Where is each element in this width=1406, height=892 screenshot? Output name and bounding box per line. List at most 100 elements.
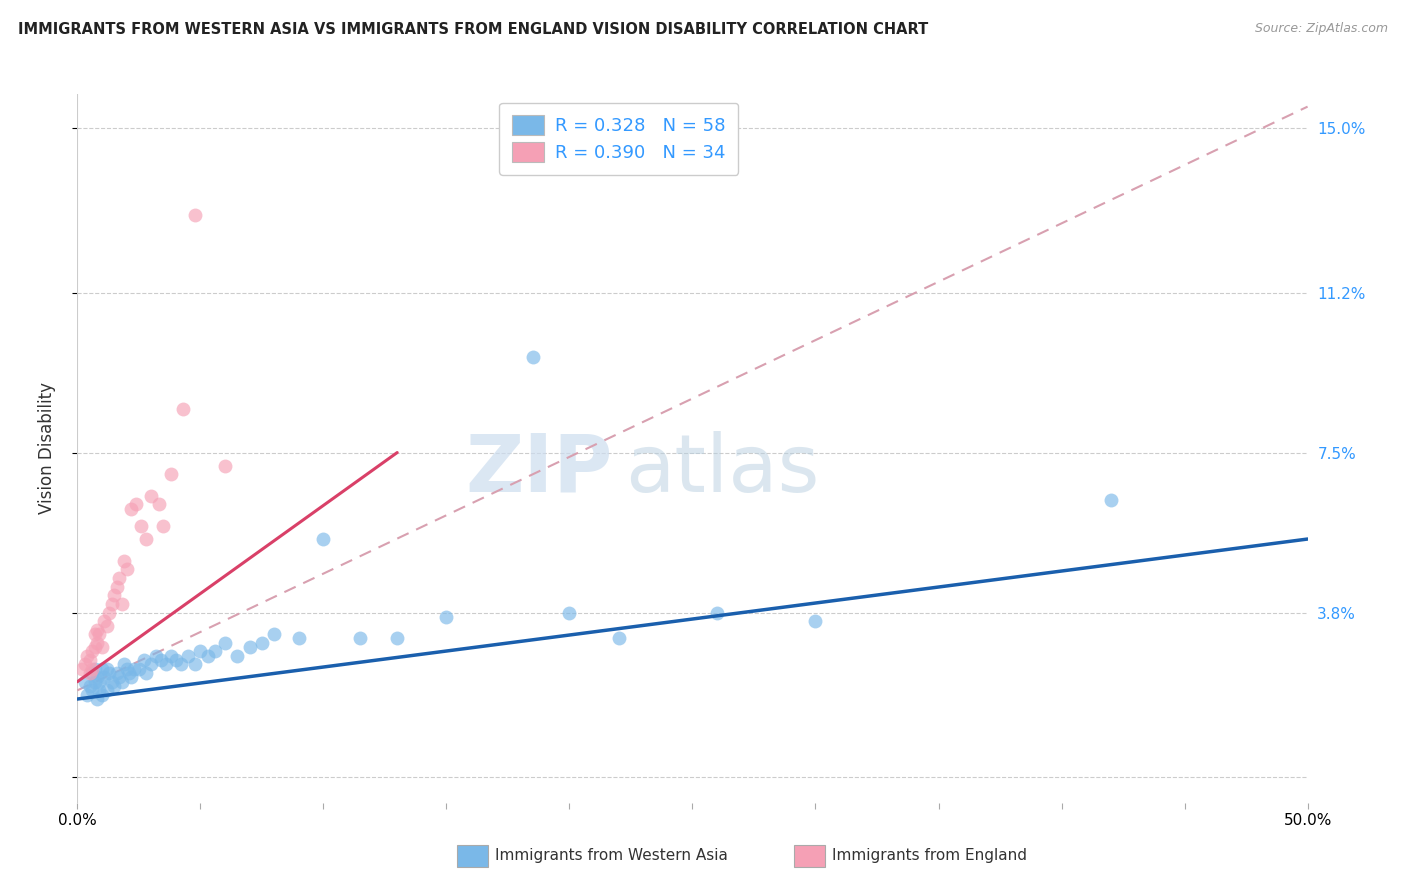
Point — [160, 648, 183, 663]
Point — [82, 666, 104, 681]
Point — [152, 519, 174, 533]
Legend: R = 0.328   N = 58, R = 0.390   N = 34: R = 0.328 N = 58, R = 0.390 N = 34 — [499, 103, 738, 175]
Point — [82, 662, 104, 676]
Point — [312, 532, 335, 546]
Text: Immigrants from Western Asia: Immigrants from Western Asia — [495, 848, 728, 863]
Point — [226, 648, 249, 663]
Point — [83, 640, 105, 654]
Point — [96, 618, 118, 632]
Point — [118, 666, 141, 681]
Point — [141, 489, 163, 503]
Point — [103, 679, 125, 693]
Point — [115, 662, 138, 676]
Point — [160, 467, 183, 482]
Point — [288, 632, 311, 646]
Text: atlas: atlas — [624, 431, 820, 508]
Point — [86, 692, 108, 706]
Point — [148, 498, 170, 512]
Point — [93, 670, 115, 684]
Point — [239, 640, 262, 654]
Point — [79, 666, 101, 681]
Point — [190, 644, 212, 658]
Text: Source: ZipAtlas.com: Source: ZipAtlas.com — [1254, 22, 1388, 36]
Point — [122, 662, 145, 676]
Point — [135, 532, 157, 546]
Point — [90, 640, 114, 654]
Point — [89, 683, 111, 698]
Point — [131, 519, 153, 533]
Point — [145, 648, 167, 663]
Text: IMMIGRANTS FROM WESTERN ASIA VS IMMIGRANTS FROM ENGLAND VISION DISABILITY CORREL: IMMIGRANTS FROM WESTERN ASIA VS IMMIGRAN… — [18, 22, 928, 37]
Point — [86, 623, 108, 637]
Point — [98, 606, 121, 620]
Point — [522, 351, 544, 365]
Point — [214, 636, 236, 650]
Point — [214, 458, 236, 473]
Point — [125, 498, 148, 512]
Point — [172, 402, 194, 417]
Point — [89, 627, 111, 641]
Point — [150, 653, 173, 667]
Point — [349, 632, 371, 646]
Point — [90, 688, 114, 702]
Point — [128, 662, 150, 676]
Point — [121, 501, 143, 516]
Point — [155, 657, 177, 672]
Point — [89, 674, 111, 689]
Y-axis label: Vision Disability: Vision Disability — [38, 383, 56, 514]
Point — [105, 580, 128, 594]
Point — [86, 670, 108, 684]
Point — [177, 648, 200, 663]
Point — [73, 674, 96, 689]
Point — [111, 674, 132, 689]
Point — [73, 657, 96, 672]
Point — [82, 644, 104, 658]
Point — [98, 666, 121, 681]
Point — [112, 554, 135, 568]
Point — [387, 632, 409, 646]
Text: Immigrants from England: Immigrants from England — [832, 848, 1028, 863]
Point — [86, 636, 108, 650]
Point — [101, 674, 124, 689]
Point — [79, 679, 101, 693]
Point — [111, 597, 132, 611]
Point — [79, 653, 101, 667]
Point — [108, 571, 131, 585]
Point — [197, 648, 219, 663]
Point — [101, 597, 124, 611]
Point — [108, 670, 131, 684]
Point — [112, 657, 135, 672]
Point — [558, 606, 581, 620]
Point — [250, 636, 273, 650]
Point — [263, 627, 285, 641]
Point — [90, 662, 114, 676]
Point — [93, 614, 115, 628]
Point — [170, 657, 193, 672]
Point — [103, 588, 125, 602]
Point — [141, 657, 163, 672]
Point — [184, 657, 207, 672]
Point — [132, 653, 155, 667]
Point — [96, 662, 118, 676]
Point — [76, 648, 98, 663]
Point — [165, 653, 187, 667]
Point — [76, 688, 98, 702]
Point — [83, 662, 105, 676]
Point — [82, 683, 104, 698]
Point — [121, 670, 143, 684]
Point — [436, 610, 458, 624]
Point — [1099, 493, 1122, 508]
Point — [115, 562, 138, 576]
Point — [70, 662, 93, 676]
Point — [83, 627, 105, 641]
Point — [204, 644, 226, 658]
Point — [706, 606, 728, 620]
Point — [804, 614, 827, 628]
Point — [135, 666, 157, 681]
Text: ZIP: ZIP — [465, 431, 613, 508]
Point — [184, 208, 207, 222]
Point — [105, 666, 128, 681]
Point — [96, 683, 118, 698]
Point — [83, 674, 105, 689]
Point — [607, 632, 630, 646]
